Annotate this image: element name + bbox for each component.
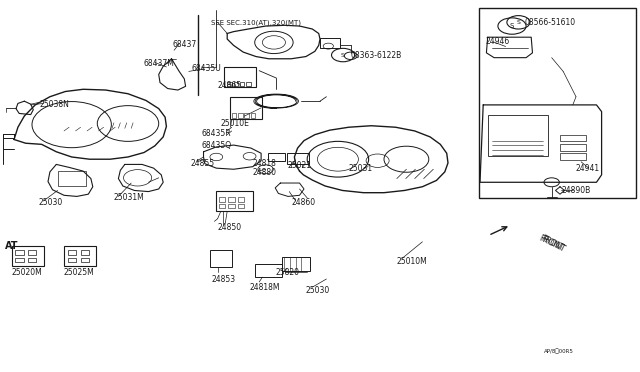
Bar (488, 115, 548, 156)
Bar (219, 204, 225, 208)
Bar (320, 38, 340, 48)
Text: 24860: 24860 (291, 198, 316, 207)
Text: 68437M: 68437M (144, 59, 175, 68)
Bar (81, 250, 89, 255)
Bar (244, 113, 249, 118)
Text: 24880: 24880 (253, 169, 277, 177)
Text: SEE SEC.310(AT),320(MT): SEE SEC.310(AT),320(MT) (211, 20, 301, 26)
Bar (560, 135, 586, 141)
Text: S: S (510, 23, 514, 29)
Bar (238, 197, 244, 202)
Text: 24946: 24946 (485, 37, 509, 46)
Bar (560, 153, 586, 160)
Text: 24818M: 24818M (250, 283, 280, 292)
Text: 24850: 24850 (218, 223, 242, 232)
Text: 24818: 24818 (253, 159, 276, 168)
Text: 24890B: 24890B (562, 186, 591, 195)
Text: 25820: 25820 (275, 268, 300, 277)
Bar (287, 153, 309, 164)
Bar (560, 144, 586, 151)
Text: AP/8、00R5: AP/8、00R5 (544, 349, 574, 355)
Text: 25038N: 25038N (40, 100, 70, 109)
Text: S: S (516, 20, 520, 25)
Text: 08566-51610: 08566-51610 (525, 18, 576, 27)
Bar (251, 113, 255, 118)
Text: 24941: 24941 (576, 164, 600, 173)
Bar (58, 171, 86, 186)
Bar (219, 197, 225, 202)
Bar (68, 258, 76, 262)
Text: AT: AT (5, 241, 19, 250)
Bar (216, 191, 253, 211)
Bar (230, 97, 262, 119)
Text: 24855: 24855 (191, 159, 215, 168)
Bar (240, 82, 244, 86)
Bar (64, 246, 96, 266)
Bar (238, 113, 243, 118)
Text: 68435R: 68435R (202, 129, 231, 138)
Bar (15, 258, 24, 262)
Bar (255, 264, 282, 277)
Bar (228, 204, 235, 208)
Text: 25020M: 25020M (12, 268, 42, 277)
Text: 08363-6122B: 08363-6122B (351, 51, 402, 60)
Bar (234, 82, 238, 86)
Bar (12, 246, 44, 266)
Bar (28, 258, 36, 262)
Bar (81, 258, 89, 262)
Text: 25025M: 25025M (64, 268, 95, 277)
Text: 25010M: 25010M (397, 257, 428, 266)
Text: 25010E: 25010E (221, 119, 250, 128)
Bar (224, 67, 256, 87)
Text: 25030: 25030 (38, 198, 63, 207)
Text: 24865: 24865 (218, 81, 242, 90)
Text: 68437: 68437 (173, 40, 197, 49)
Bar (238, 204, 244, 208)
Text: 24853: 24853 (211, 275, 236, 284)
Bar (282, 257, 310, 271)
Bar (210, 250, 232, 267)
Bar (15, 250, 24, 255)
Bar (228, 197, 235, 202)
Text: 25031: 25031 (349, 164, 373, 173)
Bar (227, 82, 232, 86)
Text: 68435U: 68435U (192, 64, 221, 73)
Bar (268, 153, 285, 161)
Bar (246, 82, 251, 86)
Bar (28, 250, 36, 255)
Text: 25030: 25030 (306, 286, 330, 295)
Text: 68435Q: 68435Q (202, 141, 232, 150)
Bar (479, 8, 636, 198)
Text: 25031M: 25031M (114, 193, 145, 202)
Bar (68, 250, 76, 255)
Bar (232, 113, 236, 118)
Text: 25021: 25021 (288, 161, 312, 170)
Text: FRONT: FRONT (539, 234, 566, 254)
Text: S: S (341, 52, 345, 58)
Text: FRONT: FRONT (538, 234, 565, 253)
